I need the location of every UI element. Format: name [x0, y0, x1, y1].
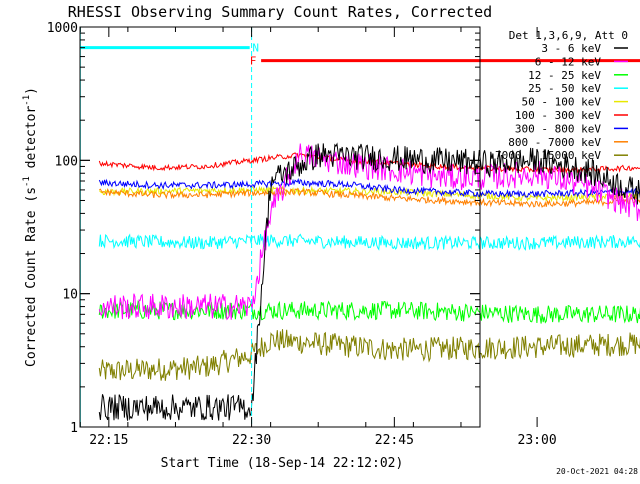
x-tick-label: 22:15: [89, 433, 128, 448]
plot-frame: [79, 26, 481, 428]
series-line: [98, 329, 640, 381]
legend-entry: 7000 - 15000 keV: [495, 149, 601, 162]
series-line: [98, 143, 640, 321]
y-tick-label: 1000: [47, 21, 78, 36]
series-line: [98, 185, 640, 203]
legend-entry: 100 - 300 keV: [515, 109, 601, 122]
series-line: [98, 233, 640, 251]
legend-entry: 50 - 100 keV: [522, 96, 602, 109]
x-axis-label: Start Time (18-Sep-14 22:12:02): [161, 456, 404, 471]
series-line: [98, 178, 640, 198]
y-tick-label: 1: [70, 421, 78, 436]
series-line: [98, 300, 640, 324]
chart-title: RHESSI Observing Summary Count Rates, Co…: [68, 3, 492, 21]
series-line: [98, 142, 640, 421]
flag-label: F: [250, 55, 257, 68]
legend-entry: 12 - 25 keV: [528, 69, 601, 82]
legend-entry: 300 - 800 keV: [515, 122, 601, 135]
legend-entry: 3 - 6 keV: [541, 42, 601, 55]
timestamp: 20-Oct-2021 04:28: [556, 467, 638, 476]
legend-entry: 800 - 7000 keV: [508, 136, 601, 149]
y-axis-label: Corrected Count Rate (s-1 detector-1): [22, 87, 39, 367]
legend-entry: 25 - 50 keV: [528, 82, 601, 95]
series-line: [99, 188, 640, 208]
y-tick-label: 100: [55, 154, 78, 169]
flag-label: N: [252, 42, 259, 55]
x-tick-label: 22:30: [232, 433, 271, 448]
legend-entry: 6 - 12 keV: [535, 55, 602, 68]
x-tick-label: 22:45: [375, 433, 414, 448]
legend-title: Det 1,3,6,9, Att 0: [509, 29, 628, 42]
y-tick-label: 10: [62, 288, 78, 303]
x-tick-label: 23:00: [518, 433, 557, 448]
